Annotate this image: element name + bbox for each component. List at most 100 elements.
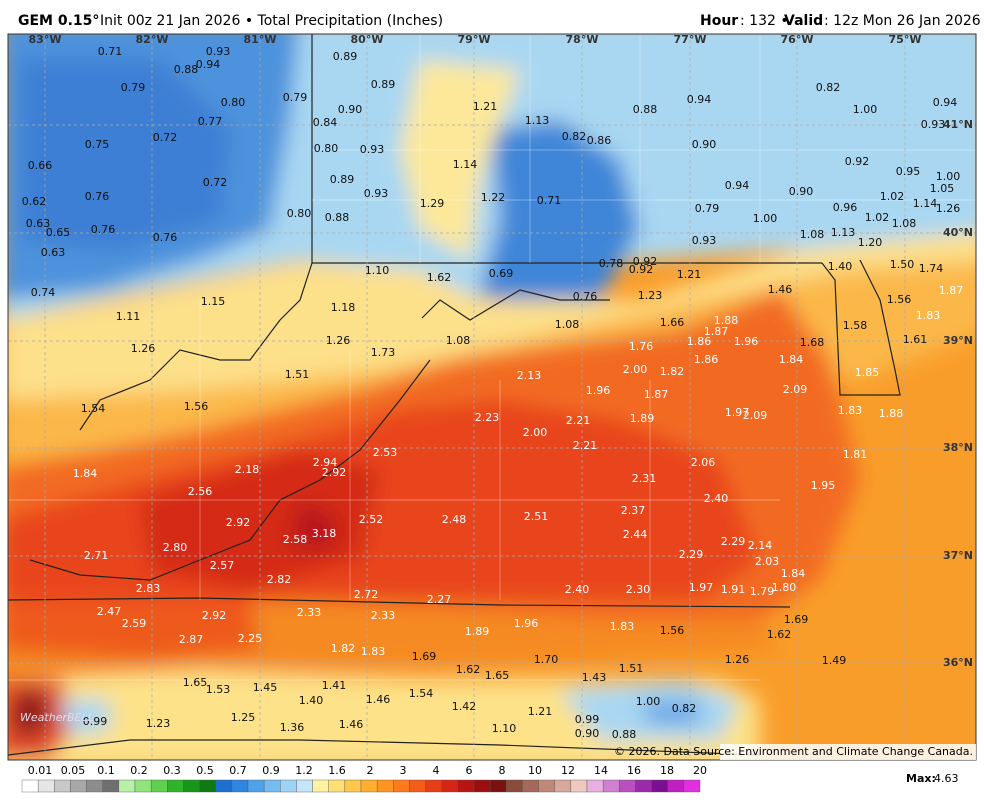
- precip-label: 1.61: [903, 333, 928, 346]
- precip-label: 0.78: [599, 257, 624, 270]
- precip-label: 1.23: [146, 717, 171, 730]
- legend-swatch: [344, 779, 362, 793]
- precip-label: 2.94: [313, 456, 338, 469]
- precip-label: 2.57: [210, 559, 235, 572]
- legend-swatch: [215, 779, 233, 793]
- map-frame: [7, 33, 977, 761]
- legend-tick-label: 2: [367, 764, 374, 777]
- precip-label: 0.71: [98, 45, 123, 58]
- precip-label: 2.48: [442, 513, 467, 526]
- precip-label: 0.80: [287, 207, 312, 220]
- precip-label: 1.21: [528, 705, 553, 718]
- precip-label: 1.69: [784, 613, 809, 626]
- precip-label: 1.86: [694, 353, 719, 366]
- precip-label: 1.73: [371, 346, 396, 359]
- legend-tick-label: 0.3: [163, 764, 181, 777]
- legend-swatch: [554, 779, 572, 793]
- legend-swatch: [570, 779, 588, 793]
- precip-label: 2.25: [238, 632, 263, 645]
- longitude-label: 80°W: [351, 33, 384, 46]
- precip-label: 0.63: [41, 246, 66, 259]
- legend-swatch: [280, 779, 297, 793]
- legend-tick-label: 6: [466, 764, 473, 777]
- legend-swatch: [586, 779, 604, 793]
- precip-label: 2.37: [621, 504, 646, 517]
- precip-label: 1.95: [811, 479, 836, 492]
- precip-label: 0.94: [196, 58, 221, 71]
- hour-value: : 132 •: [740, 13, 789, 29]
- precip-label: 2.44: [623, 528, 648, 541]
- precip-label: 1.65: [485, 669, 510, 682]
- precip-label: 1.50: [890, 258, 915, 271]
- precip-label: 0.76: [153, 231, 178, 244]
- precip-label: 1.56: [184, 400, 209, 413]
- precip-label: 0.90: [575, 727, 600, 740]
- precip-label: 1.53: [206, 683, 231, 696]
- precip-label: 1.08: [892, 217, 917, 230]
- precip-label: 1.81: [843, 448, 868, 461]
- borders: [8, 34, 901, 756]
- legend-tick-label: 20: [693, 764, 707, 777]
- precip-label: 2.06: [691, 456, 716, 469]
- precip-label: 2.59: [122, 617, 147, 630]
- precip-label: 0.90: [692, 138, 717, 151]
- legend-swatch: [489, 779, 507, 793]
- precip-label: 1.54: [81, 402, 106, 415]
- precip-label: 1.82: [331, 642, 356, 655]
- precip-label: 1.26: [131, 342, 156, 355]
- legend-swatch: [393, 779, 410, 793]
- precip-label: 1.26: [326, 334, 351, 347]
- valid-label: Valid: [784, 13, 823, 29]
- precip-label: 1.76: [629, 340, 654, 353]
- precip-label: 0.94: [933, 96, 958, 109]
- legend-swatch: [21, 779, 39, 793]
- precip-label: 2.71: [84, 549, 109, 562]
- precip-label: 1.08: [555, 318, 580, 331]
- legend-swatch: [376, 779, 394, 793]
- legend-tick-label: 12: [561, 764, 575, 777]
- precip-label: 0.82: [816, 81, 841, 94]
- precip-label: 1.96: [514, 617, 539, 630]
- precip-label: 1.25: [231, 711, 256, 724]
- precip-label: 1.84: [779, 353, 804, 366]
- precip-label: 2.56: [188, 485, 213, 498]
- precip-label: 2.33: [297, 606, 322, 619]
- latitude-label: 41°N: [943, 118, 973, 131]
- precip-label: 1.29: [420, 197, 445, 210]
- precip-label: 1.02: [880, 190, 905, 203]
- precip-label: 2.30: [626, 583, 651, 596]
- precip-label: 1.14: [913, 197, 938, 210]
- precip-label: 0.92: [629, 263, 654, 276]
- precip-label: 1.02: [865, 211, 890, 224]
- precip-label: 2.00: [523, 426, 548, 439]
- precip-label: 2.23: [475, 411, 500, 424]
- precip-label: 0.62: [22, 195, 47, 208]
- precip-label: 0.93: [921, 118, 946, 131]
- latitude-label: 40°N: [943, 226, 973, 239]
- precip-label: 1.05: [930, 182, 955, 195]
- longitude-label: 75°W: [889, 33, 922, 46]
- latitude-label: 39°N: [943, 334, 973, 347]
- precip-label: 1.80: [772, 581, 797, 594]
- legend-swatch: [425, 779, 442, 793]
- latitude-label: 36°N: [943, 656, 973, 669]
- precip-label: 1.40: [828, 260, 853, 273]
- legend-swatch: [667, 779, 685, 793]
- precip-label: 2.52: [359, 513, 384, 526]
- precip-label: 0.93: [692, 234, 717, 247]
- precip-label: 1.45: [253, 681, 278, 694]
- precip-label: 1.68: [800, 336, 825, 349]
- precip-label: 0.74: [31, 286, 56, 299]
- precip-label: 0.84: [313, 116, 338, 129]
- precip-label: 1.00: [753, 212, 778, 225]
- precip-label: 0.66: [28, 159, 53, 172]
- precip-label: 1.74: [919, 262, 944, 275]
- precip-label: 1.62: [456, 663, 481, 676]
- precip-label: 2.82: [267, 573, 292, 586]
- precip-label: 0.89: [371, 78, 396, 91]
- legend-tick-label: 0.2: [130, 764, 148, 777]
- precip-label: 2.72: [354, 588, 379, 601]
- precip-label: 1.86: [687, 335, 712, 348]
- precip-label: 2.29: [679, 548, 704, 561]
- legend-swatch: [409, 779, 426, 793]
